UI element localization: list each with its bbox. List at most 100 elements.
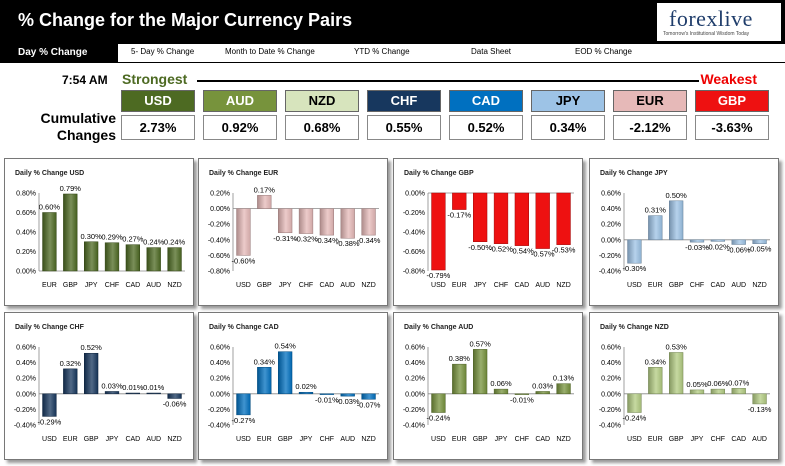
data-label: 0.53% xyxy=(666,342,688,351)
x-tick-label: USD xyxy=(431,436,446,443)
bar-chf xyxy=(298,208,314,234)
x-tick-label: EUR xyxy=(42,282,57,289)
currency-value: 0.92% xyxy=(203,115,277,140)
y-tick-label: 0.40% xyxy=(601,360,621,367)
data-label: 0.38% xyxy=(449,354,471,363)
data-label: -0.01% xyxy=(315,396,339,405)
currency-value: -2.12% xyxy=(613,115,687,140)
logo-tagline: Tomorrow's Institutional Wisdom Today xyxy=(663,31,750,37)
y-tick-label: 0.20% xyxy=(601,376,621,383)
bar-eur xyxy=(648,215,663,241)
bar-eur xyxy=(452,192,467,210)
currency-name: AUD xyxy=(203,90,277,112)
bar-aud xyxy=(146,392,161,395)
tab-5-day-change[interactable]: 5- Day % Change xyxy=(131,47,195,56)
tab-data-sheet[interactable]: Data Sheet xyxy=(471,47,512,56)
bar-nzd xyxy=(556,192,571,245)
bar-nzd xyxy=(361,393,376,400)
chart-panel-cad: Daily % Change CAD -0.40% -0.20% 0.00% 0.20%… xyxy=(198,312,388,460)
y-tick-label: 0.00% xyxy=(405,191,425,198)
bar-jpy xyxy=(104,391,120,395)
bar-jpy xyxy=(493,388,509,395)
data-label: -0.05% xyxy=(748,245,772,254)
currency-box-aud: AUD 0.92% xyxy=(203,90,277,140)
y-tick-label: -0.40% xyxy=(208,237,230,244)
chart-nzd: Daily % Change NZD -0.40% -0.20% 0.00% 0.20%… xyxy=(599,324,772,443)
bar-usd xyxy=(431,393,446,413)
bar-gbp xyxy=(669,200,684,241)
bar-cad xyxy=(710,239,725,242)
y-tick-label: -0.40% xyxy=(208,423,230,430)
chart-title: Daily % Change JPY xyxy=(600,170,668,177)
forexlive-logo[interactable]: forexlive Tomorrow's Institutional Wisdo… xyxy=(657,3,781,41)
data-label: -0.52% xyxy=(489,245,513,254)
data-label: 0.52% xyxy=(81,343,103,352)
tab-eod-change[interactable]: EOD % Change xyxy=(575,47,632,56)
x-tick-label: NZD xyxy=(556,282,570,289)
y-tick-label: -0.40% xyxy=(599,423,621,430)
currency-value: -3.63% xyxy=(695,115,769,140)
chart-panel-jpy: Daily % Change JPY -0.40% -0.20% 0.00% 0.20%… xyxy=(589,158,779,306)
x-tick-label: CAD xyxy=(125,282,140,289)
y-tick-label: -0.20% xyxy=(403,407,425,414)
bar-eur xyxy=(452,363,467,395)
y-tick-label: 0.40% xyxy=(210,360,230,367)
bar-aud xyxy=(535,192,550,249)
data-label: 0.17% xyxy=(254,185,276,194)
bar-aud xyxy=(752,393,767,405)
currency-box-jpy: JPY 0.34% xyxy=(531,90,605,140)
bar-chf xyxy=(493,192,509,244)
y-tick-label: -0.40% xyxy=(403,423,425,430)
chart-eur: Daily % Change EUR-0.80%-0.60%-0.40%-0.2… xyxy=(208,170,381,289)
currency-value: 0.52% xyxy=(449,115,523,140)
bar-nzd xyxy=(361,208,376,236)
bar-eur xyxy=(257,367,272,395)
chart-gbp: Daily % Change GBP -0.80% -0.60% -0.40% -0.2… xyxy=(403,170,576,289)
y-tick-label: 0.20% xyxy=(601,222,621,229)
y-tick-label: -0.20% xyxy=(403,210,425,217)
data-label: 0.27% xyxy=(122,235,144,244)
bar-cad xyxy=(125,392,140,395)
y-tick-label: 0.00% xyxy=(210,391,230,398)
tab-ytd-change[interactable]: YTD % Change xyxy=(354,47,410,56)
currency-box-usd: USD 2.73% xyxy=(121,90,195,140)
y-tick-label: 0.60% xyxy=(210,345,230,352)
bar-eur xyxy=(648,367,663,395)
x-tick-label: CHF xyxy=(711,436,725,443)
chart-title: Daily % Change NZD xyxy=(600,324,669,331)
strongest-label: Strongest xyxy=(122,71,188,87)
data-label: 0.54% xyxy=(275,342,297,351)
tab-day-change[interactable]: Day % Change xyxy=(0,44,118,62)
bar-aud xyxy=(146,247,161,272)
header-bar: % Change for the Major Currency Pairs fo… xyxy=(0,0,785,44)
tab-month-to-date-change[interactable]: Month to Date % Change xyxy=(225,47,315,56)
bar-usd xyxy=(627,393,642,413)
x-tick-label: AUD xyxy=(340,282,355,289)
bar-chf xyxy=(319,393,334,395)
x-tick-label: CAD xyxy=(125,436,140,443)
chart-title: Daily % Change EUR xyxy=(209,170,278,177)
x-tick-label: CAD xyxy=(731,436,746,443)
x-tick-label: CHF xyxy=(299,282,313,289)
y-tick-label: 0.00% xyxy=(405,391,425,398)
currency-name: EUR xyxy=(613,90,687,112)
currency-value: 2.73% xyxy=(121,115,195,140)
chart-title: Daily % Change AUD xyxy=(404,324,473,331)
data-label: 0.31% xyxy=(645,206,667,215)
data-label: 0.50% xyxy=(666,191,688,200)
data-label: -0.29% xyxy=(38,417,62,426)
bar-cad xyxy=(125,244,140,272)
y-tick-label: 0.20% xyxy=(405,376,425,383)
bar-usd xyxy=(431,192,446,271)
x-tick-label: USD xyxy=(627,282,642,289)
data-label: 0.32% xyxy=(60,359,82,368)
data-label: -0.53% xyxy=(552,246,576,255)
data-label: -0.57% xyxy=(531,250,555,259)
data-label: -0.24% xyxy=(427,414,451,423)
x-tick-label: JPY xyxy=(85,282,98,289)
data-label: 0.79% xyxy=(60,184,82,193)
x-tick-label: AUD xyxy=(146,282,161,289)
data-label: -0.38% xyxy=(336,239,360,248)
x-tick-label: EUR xyxy=(452,282,467,289)
bar-aud xyxy=(731,239,746,245)
